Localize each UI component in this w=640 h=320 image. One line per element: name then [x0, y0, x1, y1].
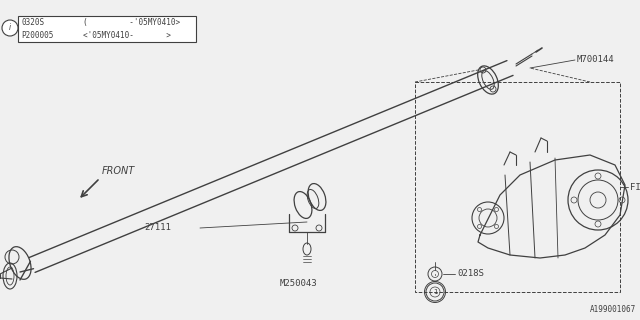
Text: <'05MY0410-       >: <'05MY0410- > — [83, 31, 171, 40]
Text: M250043: M250043 — [280, 279, 317, 289]
Text: M700144: M700144 — [577, 55, 614, 65]
Text: 27111: 27111 — [144, 223, 171, 233]
Bar — [18, 16, 196, 42]
Bar — [415, 82, 620, 292]
Text: P200005: P200005 — [21, 31, 53, 40]
Text: 1: 1 — [433, 289, 437, 295]
Text: FIG.195: FIG.195 — [630, 182, 640, 191]
Text: 0320S: 0320S — [21, 18, 44, 27]
Text: A199001067: A199001067 — [589, 305, 636, 314]
Text: i: i — [9, 23, 11, 33]
Circle shape — [2, 20, 18, 36]
Text: (         -'05MY0410>: ( -'05MY0410> — [83, 18, 180, 27]
Text: FRONT: FRONT — [102, 166, 135, 176]
Text: 0218S: 0218S — [457, 269, 484, 278]
